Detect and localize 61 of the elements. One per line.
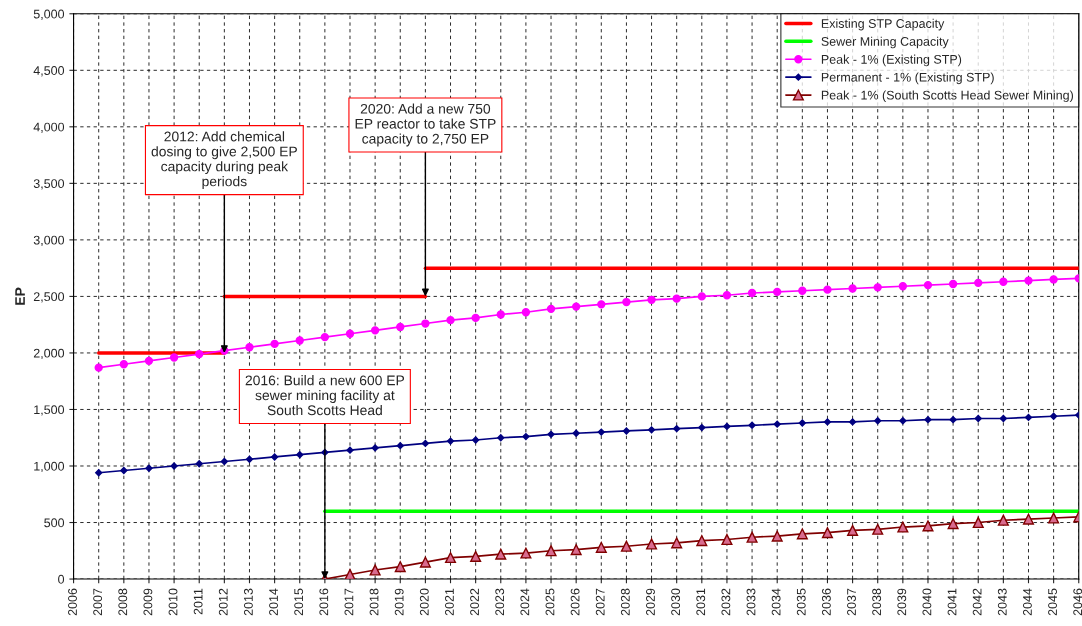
x-tick-label: 2044	[1023, 588, 1032, 616]
x-tick-label: 2028	[620, 588, 630, 616]
y-tick-label: 1,000	[34, 461, 65, 473]
x-tick-label: 2034	[771, 588, 781, 616]
x-tick-label: 2045	[1048, 588, 1057, 616]
legend-label: Existing STP Capacity	[821, 18, 945, 31]
legend-label: Peak - 1% (Existing STP)	[821, 54, 962, 67]
x-tick-label: 2009	[143, 588, 153, 616]
x-tick-label: 2036	[821, 588, 831, 616]
x-tick-label: 2032	[721, 588, 731, 616]
x-tick-label: 2039	[897, 588, 907, 616]
x-tick-label: 2043	[997, 588, 1007, 616]
x-tick-label: 2025	[545, 588, 555, 616]
x-tick-label: 2019	[394, 588, 404, 616]
x-tick-label: 2024	[520, 588, 530, 616]
x-tick-label: 2014	[269, 588, 278, 616]
x-tick-label: 2046	[1073, 588, 1082, 616]
legend-label: Sewer Mining Capacity	[821, 36, 949, 49]
x-tick-label: 2007	[93, 588, 103, 616]
x-tick-label: 2013	[243, 588, 253, 616]
y-tick-label: 4,000	[33, 122, 65, 133]
x-tick-label: 2023	[495, 588, 505, 616]
x-tick-label: 2033	[746, 588, 756, 616]
x-tick-label: 2026	[570, 588, 580, 616]
x-tick-label: 2022	[470, 588, 479, 616]
x-tick-label: 2012	[218, 588, 228, 616]
x-tick-label: 2011	[193, 588, 203, 615]
y-tick-label: 1,500	[34, 405, 65, 416]
x-tick-label: 2037	[847, 588, 856, 616]
x-tick-label: 2006	[68, 588, 77, 616]
x-tick-label: 2027	[595, 588, 605, 616]
y-tick-label: 500	[44, 518, 65, 528]
legend-label: Permanent - 1% (Existing STP)	[821, 72, 994, 85]
x-tick-label: 2017	[344, 588, 354, 616]
y-axis-title: EP	[15, 287, 25, 305]
x-tick-label: 2031	[696, 588, 706, 616]
y-tick-label: 2,500	[33, 292, 65, 303]
x-tick-label: 2015	[294, 588, 304, 616]
annotation: 2020: Add a new 750 EP reactor to take STP capacity to 2,750 EP	[355, 103, 496, 147]
x-tick-label: 2041	[947, 588, 957, 616]
annotation: 2016: Build a new 600 EP sewer mining facility at South Scotts Head	[245, 375, 405, 416]
y-tick-label: 2,000	[33, 348, 65, 360]
x-tick-label: 2038	[872, 588, 882, 616]
annotation: 2012: Add chemical dosing to give 2,500 EP capacity during peak periods	[151, 131, 297, 190]
y-tick-label: 5,000	[33, 9, 65, 20]
x-tick-label: 2008	[118, 588, 128, 616]
x-tick-label: 2010	[168, 588, 178, 616]
x-tick-label: 2021	[445, 588, 454, 616]
x-tick-label: 2040	[922, 588, 932, 616]
y-tick-label: 3,000	[33, 235, 65, 247]
x-tick-label: 2035	[796, 588, 806, 616]
x-tick-label: 2029	[646, 588, 655, 616]
x-tick-label: 2016	[319, 588, 329, 616]
y-tick-label: 4,500	[33, 66, 65, 77]
y-tick-label: 0	[58, 574, 65, 584]
y-tick-label: 3,500	[33, 179, 65, 190]
x-tick-label: 2018	[369, 588, 379, 616]
x-tick-label: 2042	[972, 588, 982, 616]
legend-label: Peak - 1% (South Scotts Head Sewer Mining)	[821, 90, 1073, 103]
x-tick-label: 2030	[671, 588, 681, 616]
x-tick-label: 2020	[419, 588, 429, 616]
